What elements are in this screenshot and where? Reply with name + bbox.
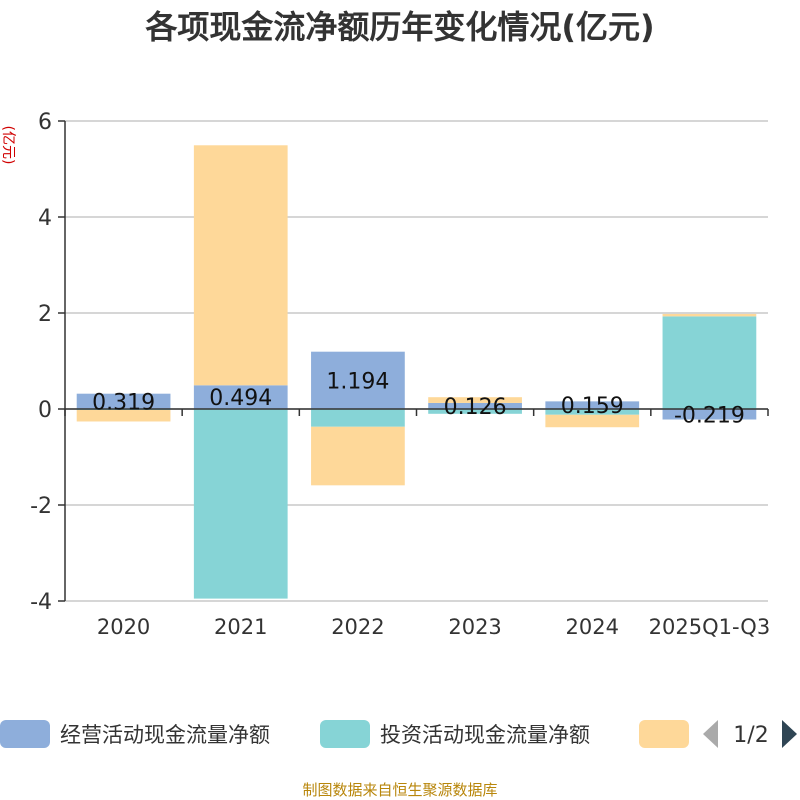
y-tick-label: 2 <box>38 302 52 327</box>
axes-layer: -4 -2 0 2 4 6 2020 2021 2022 2023 2024 2025Q1-Q3 <box>30 110 770 639</box>
data-label: 0.159 <box>561 394 624 419</box>
bar-series0-2023 <box>428 402 522 409</box>
bar-series1-2022 <box>311 409 405 427</box>
bar-series2-2020 <box>76 409 171 422</box>
y-tick-label: -2 <box>30 494 52 519</box>
x-tick-label: 2023 <box>448 615 501 639</box>
legend-label[interactable]: 投资活动现金流量净额 <box>380 723 590 747</box>
bar-series2-2021 <box>193 145 288 386</box>
bar-series1-2021 <box>193 409 288 599</box>
data-label: 0.319 <box>92 390 155 415</box>
y-tick-label: 6 <box>38 110 52 135</box>
legend-label[interactable]: 经营活动现金流量净额 <box>60 723 270 747</box>
bar-series2-2022 <box>311 426 405 486</box>
y-tick-label: 0 <box>38 398 52 423</box>
bar-series2-2025Q1-Q3 <box>662 313 757 317</box>
bar-series0-2025Q1-Q3 <box>662 409 757 420</box>
bar-series1-2025Q1-Q3 <box>662 316 757 409</box>
bar-series0-2022 <box>311 351 405 409</box>
bar-series0-2024 <box>545 401 640 409</box>
chart-title: 各项现金流净额历年变化情况(亿元) <box>145 8 654 46</box>
legend-page-indicator: 1/2 <box>733 723 768 748</box>
data-label: 1.194 <box>326 369 389 394</box>
legend-prev-icon[interactable] <box>703 720 718 748</box>
x-tick-label: 2021 <box>214 615 267 639</box>
bar-series1-2023 <box>428 409 522 414</box>
legend-swatch[interactable] <box>639 720 689 748</box>
x-tick-label: 2025Q1-Q3 <box>649 615 771 639</box>
bars-layer <box>76 145 757 599</box>
data-label: 0.126 <box>444 395 507 420</box>
data-labels-layer: 0.319 0.494 1.194 0.126 0.159 -0.219 <box>92 369 745 428</box>
x-tick-label: 2020 <box>97 615 150 639</box>
bar-series2-2024 <box>545 414 640 428</box>
legend-next-icon[interactable] <box>782 720 797 748</box>
bar-series0-2020 <box>76 393 171 409</box>
data-label: -0.219 <box>674 403 745 428</box>
legend: 经营活动现金流量净额 投资活动现金流量净额 1/2 <box>0 720 797 748</box>
legend-swatch[interactable] <box>320 720 370 748</box>
legend-swatch[interactable] <box>0 720 50 748</box>
data-source-note: 制图数据来自恒生聚源数据库 <box>302 781 497 799</box>
bar-series1-2024 <box>545 409 640 415</box>
bar-series0-2021 <box>193 385 288 409</box>
data-label: 0.494 <box>209 386 272 411</box>
bar-series2-2023 <box>428 397 522 403</box>
y-axis-unit: (亿元) <box>0 126 16 165</box>
y-tick-label: -4 <box>30 590 52 615</box>
x-tick-label: 2022 <box>331 615 384 639</box>
x-tick-label: 2024 <box>566 615 619 639</box>
y-tick-label: 4 <box>38 206 52 231</box>
